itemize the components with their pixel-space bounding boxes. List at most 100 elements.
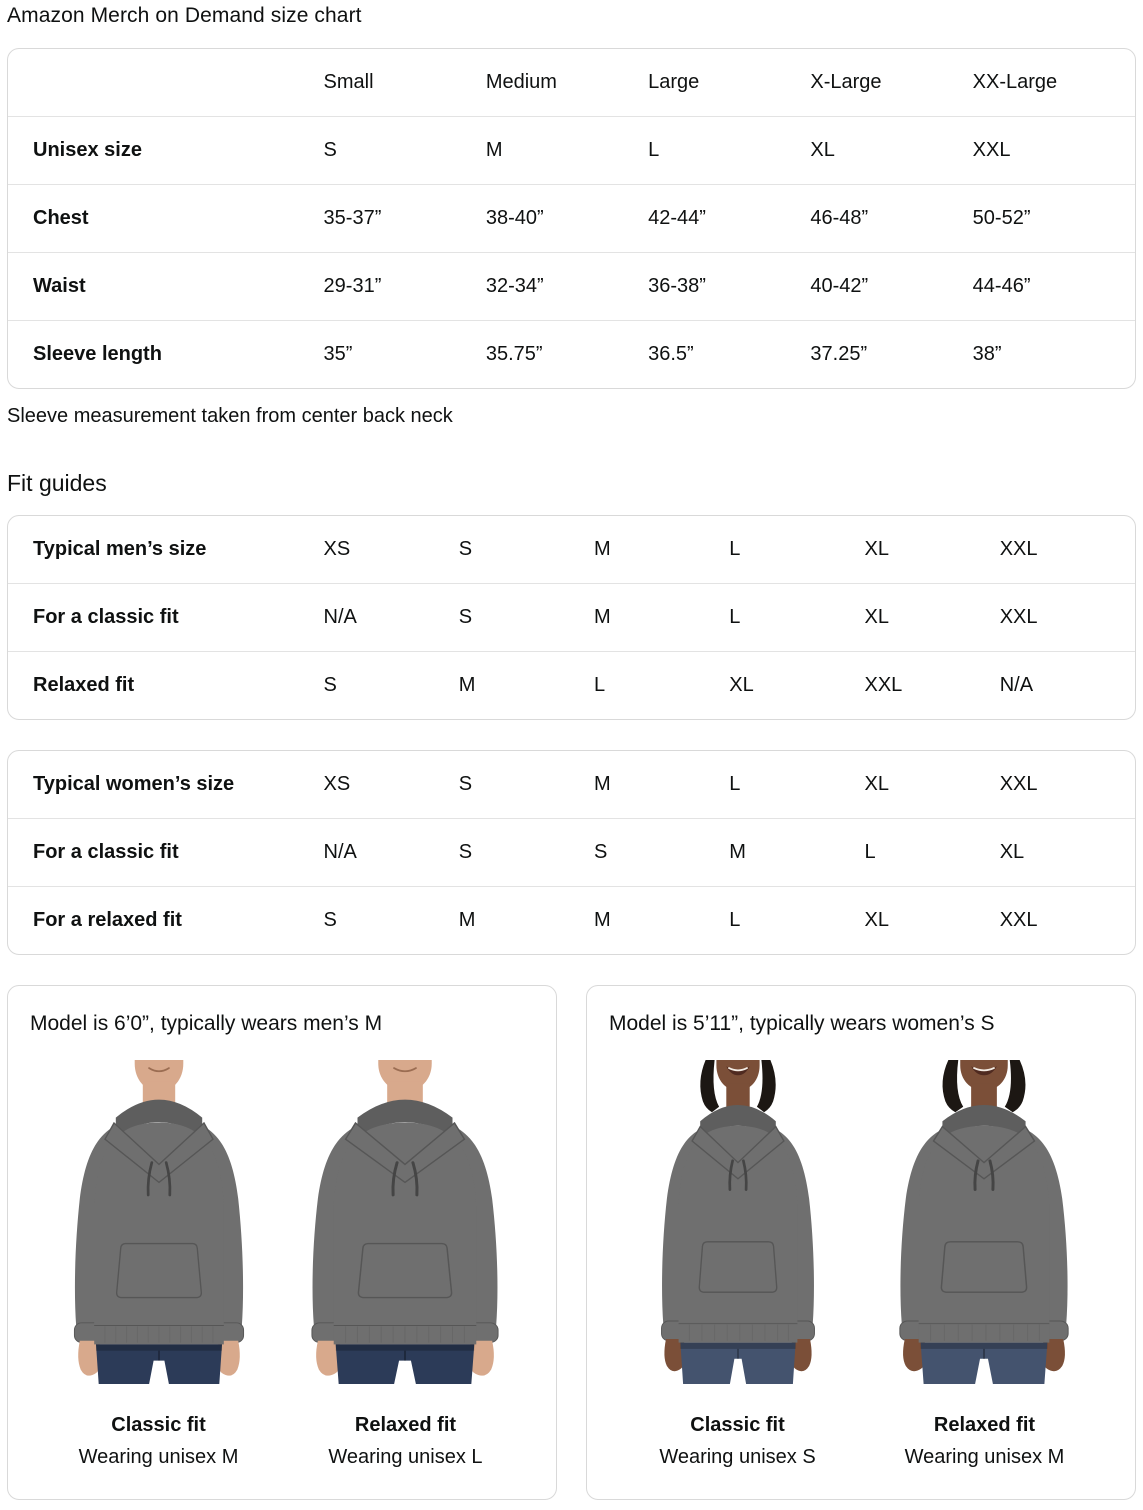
wearing-label: Wearing unisex M bbox=[904, 1446, 1065, 1468]
table-cell: 50-52” bbox=[972, 184, 1135, 253]
table-cell: XXL bbox=[864, 651, 1000, 719]
page-title: Amazon Merch on Demand size chart bbox=[7, 4, 362, 27]
womens-fit-card: Model is 5’11”, typically wears women’s … bbox=[586, 985, 1136, 1500]
table-cell: L bbox=[864, 818, 1000, 887]
row-label: Unisex size bbox=[8, 116, 324, 185]
table-cell: S bbox=[323, 116, 486, 185]
table-row-relaxed-fit: Relaxed fit S M L XL XXL N/A bbox=[8, 651, 1135, 719]
fit-label: Classic fit bbox=[690, 1414, 785, 1436]
table-cell: L bbox=[729, 886, 865, 954]
table-row-sleeve-length: Sleeve length 35” 35.75” 36.5” 37.25” 38… bbox=[8, 320, 1135, 388]
sleeve-measurement-note: Sleeve measurement taken from center bac… bbox=[7, 405, 453, 427]
table-cell: XL bbox=[999, 818, 1135, 887]
womens-figures-row: Classic fit Wearing unisex S Relaxed fit… bbox=[609, 1046, 1113, 1469]
table-cell: L bbox=[729, 773, 741, 795]
row-label: For a relaxed fit bbox=[8, 886, 324, 954]
table-row-typical-womens-size: Typical women’s size XS S M L XL XXL bbox=[8, 751, 1135, 819]
mens-fit-guide-table-container: Typical men’s size XS S M L XL XXL For a… bbox=[7, 515, 1136, 720]
wearing-label: Wearing unisex L bbox=[328, 1446, 483, 1468]
size-chart-table-container: Small Medium Large X-Large XX-Large Unis… bbox=[7, 48, 1136, 389]
table-cell: S bbox=[323, 651, 459, 719]
table-cell: XXL bbox=[999, 773, 1038, 795]
table-row-unisex-size: Unisex size S M L XL XXL bbox=[8, 116, 1135, 185]
table-cell: L bbox=[648, 116, 811, 185]
table-cell: N/A bbox=[999, 651, 1135, 719]
model-photo-woman-relaxed bbox=[856, 1046, 1113, 1398]
table-cell: XXL bbox=[999, 538, 1038, 560]
table-cell: S bbox=[458, 818, 595, 887]
size-chart-table: Small Medium Large X-Large XX-Large Unis… bbox=[8, 49, 1135, 388]
table-cell: XL bbox=[864, 583, 1000, 652]
figure-block-man-relaxed: Relaxed fit Wearing unisex L bbox=[287, 1046, 524, 1469]
table-cell: 29-31” bbox=[323, 252, 486, 321]
wearing-label: Wearing unisex S bbox=[659, 1446, 816, 1468]
table-cell: XL bbox=[864, 773, 889, 795]
table-cell: S bbox=[594, 818, 730, 887]
wearing-label: Wearing unisex M bbox=[78, 1446, 239, 1468]
table-row-classic-fit: For a classic fit N/A S M L XL XXL bbox=[8, 583, 1135, 652]
fit-label: Relaxed fit bbox=[933, 1414, 1036, 1436]
table-cell: N/A bbox=[323, 818, 459, 887]
row-label: For a classic fit bbox=[8, 583, 324, 652]
table-cell: XL bbox=[810, 116, 973, 185]
column-header-xlarge: X-Large bbox=[810, 71, 882, 93]
row-label: Chest bbox=[8, 184, 324, 253]
table-cell: XS bbox=[323, 773, 351, 795]
table-cell: M bbox=[594, 773, 611, 795]
table-row-relaxed-fit: For a relaxed fit S M M L XL XXL bbox=[8, 886, 1135, 954]
table-cell: 32-34” bbox=[485, 252, 649, 321]
fit-label: Relaxed fit bbox=[354, 1414, 457, 1436]
row-label: Typical women’s size bbox=[33, 773, 235, 795]
column-header-small: Small bbox=[323, 71, 374, 93]
table-cell: 35-37” bbox=[323, 184, 486, 253]
womens-fit-guide-table-container: Typical women’s size XS S M L XL XXL For… bbox=[7, 750, 1136, 955]
table-cell: 35” bbox=[323, 320, 486, 388]
table-cell: S bbox=[458, 583, 595, 652]
size-chart-header-row: Small Medium Large X-Large XX-Large bbox=[8, 49, 1135, 117]
row-label: For a classic fit bbox=[8, 818, 324, 887]
table-cell: S bbox=[323, 886, 459, 954]
figure-block-woman-relaxed: Relaxed fit Wearing unisex M bbox=[866, 1046, 1103, 1469]
table-cell: 44-46” bbox=[972, 252, 1135, 321]
row-label: Typical men’s size bbox=[33, 538, 207, 560]
table-cell: M bbox=[594, 538, 611, 560]
fit-guides-heading: Fit guides bbox=[7, 470, 107, 496]
empty-corner-cell bbox=[8, 49, 324, 117]
mens-card-heading: Model is 6’0”, typically wears men’s M bbox=[30, 1012, 383, 1035]
table-cell: S bbox=[458, 773, 473, 795]
table-cell: 36.5” bbox=[648, 320, 811, 388]
table-cell: L bbox=[729, 538, 741, 560]
table-cell: 38-40” bbox=[485, 184, 649, 253]
table-cell: XXL bbox=[999, 583, 1135, 652]
table-cell: XXL bbox=[972, 116, 1135, 185]
model-photo-man-classic bbox=[42, 1046, 276, 1398]
table-cell: XXL bbox=[999, 886, 1135, 954]
table-row-waist: Waist 29-31” 32-34” 36-38” 40-42” 44-46” bbox=[8, 252, 1135, 321]
model-photo-man-relaxed bbox=[277, 1046, 534, 1398]
mens-figures-row: Classic fit Wearing unisex M Relaxed fit… bbox=[30, 1046, 534, 1469]
table-cell: L bbox=[729, 583, 865, 652]
table-cell: M bbox=[594, 886, 730, 954]
figure-block-man-classic: Classic fit Wearing unisex M bbox=[40, 1046, 277, 1469]
table-cell: M bbox=[458, 651, 595, 719]
table-cell: M bbox=[729, 818, 865, 887]
table-cell: M bbox=[458, 886, 595, 954]
column-header-medium: Medium bbox=[485, 71, 557, 93]
table-cell: M bbox=[485, 116, 649, 185]
row-label: Sleeve length bbox=[8, 320, 324, 388]
table-cell: S bbox=[458, 538, 473, 560]
mens-fit-card: Model is 6’0”, typically wears men’s M C… bbox=[7, 985, 557, 1500]
mens-fit-guide-table: Typical men’s size XS S M L XL XXL For a… bbox=[8, 516, 1135, 719]
fit-label: Classic fit bbox=[111, 1414, 206, 1436]
table-cell: N/A bbox=[323, 583, 459, 652]
table-row-chest: Chest 35-37” 38-40” 42-44” 46-48” 50-52” bbox=[8, 184, 1135, 253]
column-header-large: Large bbox=[648, 71, 700, 93]
table-cell: 38” bbox=[972, 320, 1135, 388]
table-cell: L bbox=[594, 651, 730, 719]
figure-block-woman-classic: Classic fit Wearing unisex S bbox=[619, 1046, 856, 1469]
table-cell: 36-38” bbox=[648, 252, 811, 321]
fit-photo-cards: Model is 6’0”, typically wears men’s M C… bbox=[7, 985, 1136, 1500]
table-cell: XL bbox=[864, 538, 889, 560]
womens-fit-guide-table: Typical women’s size XS S M L XL XXL For… bbox=[8, 751, 1135, 954]
